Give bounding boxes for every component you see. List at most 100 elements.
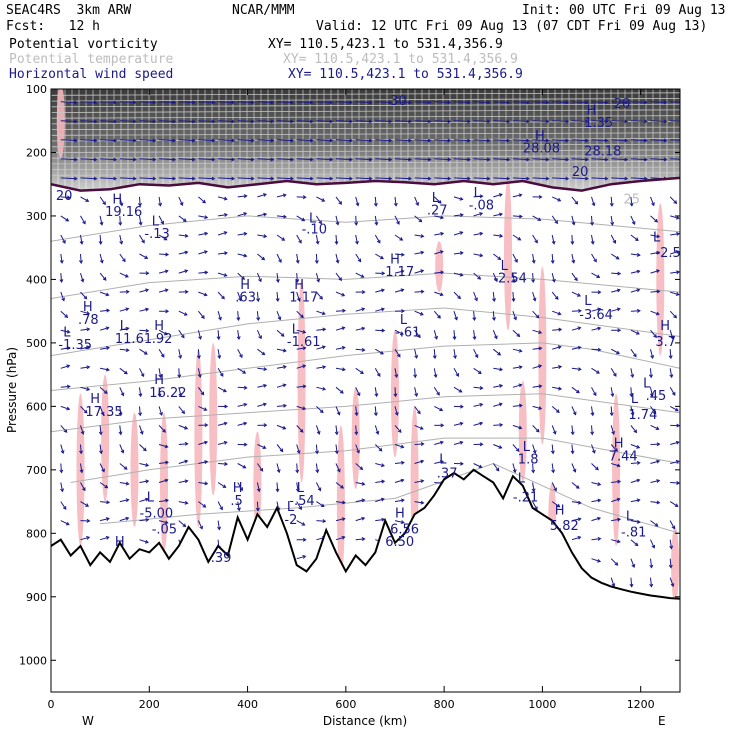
contour-label: -.54 [289, 494, 314, 509]
wind-arrowhead [590, 240, 595, 245]
wind-vector [335, 139, 353, 142]
wind-arrowhead [656, 234, 661, 239]
wind-vector [630, 120, 647, 122]
wind-vector [453, 231, 463, 236]
wind-arrowhead [408, 138, 412, 143]
wind-vector [355, 348, 365, 351]
wind-vector [276, 292, 279, 302]
wind-arrowhead [62, 239, 66, 244]
wind-vector [159, 461, 169, 464]
wind-vector [670, 101, 680, 103]
wind-vector [296, 444, 300, 454]
wind-arrowhead [671, 392, 676, 396]
wind-arrowhead [165, 252, 170, 257]
wind-vector [374, 387, 378, 397]
contour-label: L [432, 191, 440, 206]
wind-vector [611, 463, 620, 467]
wind-vector [99, 406, 104, 415]
wind-vector [198, 215, 208, 219]
wind-arrowhead [498, 402, 503, 407]
wind-arrowhead [675, 292, 680, 296]
wind-arrowhead [467, 138, 471, 143]
wind-arrowhead [440, 270, 445, 275]
wind-vector [453, 291, 461, 299]
wind-vector [630, 215, 636, 225]
wind-vector [630, 479, 640, 483]
wind-arrowhead [597, 290, 602, 295]
wind-arrowhead [223, 421, 228, 426]
wind-vector [217, 520, 220, 530]
wind-vector [630, 444, 640, 449]
wind-vector [316, 346, 326, 350]
wind-arrowhead [656, 250, 661, 255]
wind-vector [473, 348, 479, 358]
wind-arrowhead [259, 467, 264, 472]
wind-arrowhead [355, 202, 360, 207]
wind-vector [492, 272, 498, 282]
contour-label: L [147, 491, 155, 506]
wind-arrowhead [211, 100, 216, 105]
contour-label: H [614, 437, 624, 452]
wind-arrowhead [93, 100, 98, 105]
wind-vector [276, 194, 286, 198]
contour-label: -3.64 [579, 308, 613, 323]
wind-arrowhead [256, 317, 261, 322]
wind-arrowhead [295, 488, 300, 493]
wind-arrowhead [119, 240, 124, 245]
wind-vector [630, 577, 633, 587]
wind-arrowhead [321, 311, 326, 316]
wind-arrowhead [368, 100, 373, 105]
wind-arrowhead [577, 293, 581, 297]
wind-arrowhead [531, 488, 536, 493]
wind-arrowhead [633, 353, 637, 358]
wind-vector [315, 253, 318, 264]
wind-arrowhead [650, 354, 655, 359]
wind-arrowhead [300, 314, 304, 319]
contour-label: 6.56 [390, 522, 419, 537]
wind-vector [335, 386, 344, 394]
wind-vector [394, 520, 404, 524]
wind-arrowhead [467, 157, 471, 162]
wind-arrowhead [565, 138, 570, 143]
wind-arrowhead [652, 410, 657, 415]
wind-arrowhead [256, 298, 261, 303]
wind-arrowhead [381, 328, 386, 333]
wind-vector [198, 501, 206, 508]
wind-arrowhead [270, 157, 275, 162]
wind-arrowhead [282, 425, 287, 430]
wind-arrowhead [663, 119, 668, 124]
wind-arrowhead [66, 384, 71, 389]
contour-label: H [587, 103, 597, 118]
wind-arrowhead [329, 119, 334, 124]
contour-label: L [309, 211, 317, 226]
wind-arrowhead [178, 355, 183, 360]
wind-vector [100, 347, 110, 350]
wind-vector [178, 310, 188, 316]
wind-arrowhead [93, 119, 98, 124]
wind-arrowhead [437, 314, 441, 319]
wind-arrowhead [400, 498, 405, 503]
wind-arrowhead [309, 176, 314, 181]
wind-vector [650, 329, 657, 338]
wind-arrowhead [597, 536, 602, 541]
contour-label: L [292, 322, 300, 337]
wind-vector [217, 272, 227, 277]
wind-vector [571, 327, 581, 331]
wind-vector [670, 120, 680, 122]
wind-vector [512, 101, 529, 103]
wind-vector [591, 558, 601, 562]
wind-arrowhead [158, 202, 163, 207]
wind-arrowhead [275, 298, 280, 303]
wind-vector [493, 177, 510, 180]
wind-arrowhead [545, 157, 550, 162]
wind-arrowhead [158, 374, 163, 379]
wind-vector [414, 406, 421, 414]
contour-label: L [120, 319, 128, 334]
wind-vector [453, 272, 463, 276]
wind-arrowhead [472, 317, 477, 322]
wind-vector [610, 425, 615, 435]
wind-arrowhead [624, 100, 629, 105]
wind-vector [335, 158, 353, 161]
wind-vector [237, 367, 246, 374]
theta-contour [51, 115, 680, 119]
